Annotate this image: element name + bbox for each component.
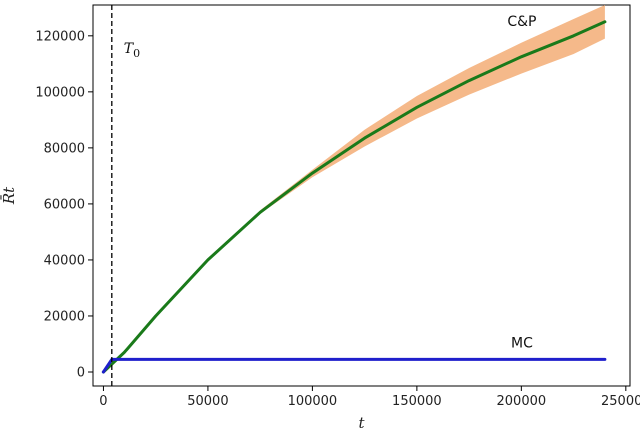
y-axis-label: R̄t bbox=[0, 186, 18, 205]
y-tick-label: 120000 bbox=[35, 29, 85, 44]
y-tick-label: 20000 bbox=[44, 309, 85, 324]
plot-frame bbox=[92, 4, 631, 387]
series-band-c-p bbox=[103, 5, 605, 372]
y-tick-label: 0 bbox=[77, 365, 85, 380]
x-tick-label: 0 bbox=[99, 394, 107, 409]
y-tick-label: 80000 bbox=[44, 141, 85, 156]
confidence-band-layer bbox=[103, 5, 605, 372]
x-axis-label: t bbox=[358, 414, 365, 432]
annotation-layer: T0 bbox=[111, 5, 140, 386]
series-label: C&P bbox=[507, 14, 536, 30]
annotation-label: T0 bbox=[124, 41, 140, 60]
plot-area: T0 bbox=[92, 4, 631, 387]
y-tick-label: 100000 bbox=[35, 85, 85, 100]
series-line-layer bbox=[101, 20, 607, 374]
series-label: MC bbox=[511, 335, 533, 351]
series-line-c-p bbox=[101, 20, 607, 374]
x-tick-label: 100000 bbox=[288, 394, 338, 409]
x-tick-label: 200000 bbox=[497, 394, 547, 409]
x-tick-label: 50000 bbox=[187, 394, 228, 409]
x-tick-label: 150000 bbox=[392, 394, 442, 409]
y-tick-label: 60000 bbox=[44, 197, 85, 212]
series-label-layer: C&P MC bbox=[507, 14, 536, 352]
y-axis-ticks: 0 20000 40000 60000 80000 100000 120000 bbox=[35, 29, 93, 380]
series-line-mc bbox=[101, 357, 607, 374]
y-tick-label: 40000 bbox=[44, 253, 85, 268]
